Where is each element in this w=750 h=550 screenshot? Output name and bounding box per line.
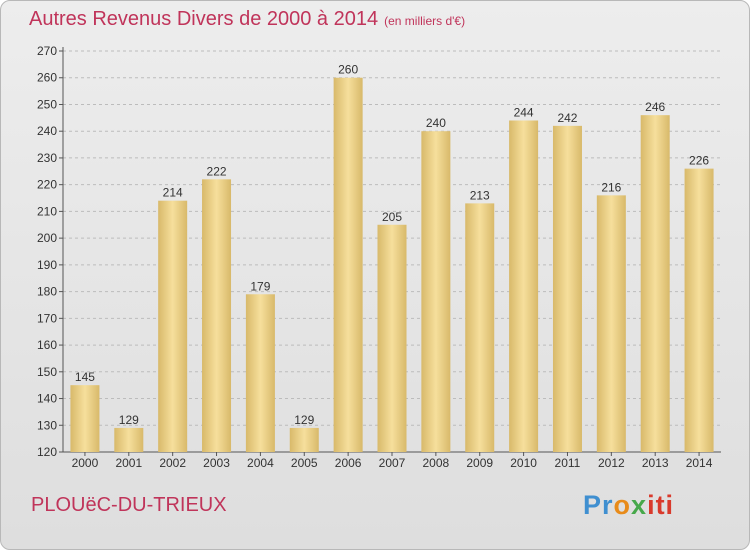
data-label-2011: 242 [557,111,577,125]
bar-2012 [596,195,626,453]
data-label-2007: 205 [382,210,402,224]
y-tick-label: 230 [37,151,57,165]
y-tick-labels: 120 130 140 150 160 170 180 190 200 210 220 230 240 2… [37,44,57,459]
x-tick-label-2002: 2002 [159,456,186,470]
chart-title: Autres Revenus Divers de 2000 à 2014 (en … [29,8,465,31]
data-label-2008: 240 [426,116,446,130]
bar-2006 [333,77,363,452]
bars [70,77,714,453]
bar-2013 [640,115,670,452]
chart-title-unit: (en milliers d'€) [384,14,466,28]
x-tick-label-2014: 2014 [686,456,713,470]
y-tick-label: 240 [37,124,57,138]
bar-2010 [509,120,539,453]
logo-part-2: o [613,490,632,520]
data-label-2000: 145 [75,370,95,384]
bar-2011 [552,125,582,452]
data-label-2014: 226 [689,154,709,168]
y-tick-label: 260 [37,71,57,85]
x-tick-label-2004: 2004 [247,456,274,470]
data-label-2001: 129 [119,413,139,427]
bar-2007 [377,224,407,452]
data-label-2013: 246 [645,100,665,114]
data-label-2010: 244 [514,106,534,120]
y-tick-label: 160 [37,338,57,352]
x-tick-labels: 2000 2001 2002 2003 2004 2005 2006 2007 2008 2009… [72,452,713,470]
bar-2001 [114,427,144,452]
y-tick-label: 190 [37,258,57,272]
y-tick-label: 270 [37,44,57,58]
y-tick-label: 120 [37,445,57,459]
y-tick-label: 210 [37,204,57,218]
x-tick-label-2005: 2005 [291,456,318,470]
x-tick-label-2011: 2011 [555,456,581,470]
data-label-2003: 222 [207,164,227,178]
y-tick-label: 170 [37,311,57,325]
y-tick-label: 250 [37,97,57,111]
x-tick-label-2008: 2008 [423,456,450,470]
x-tick-label-2003: 2003 [203,456,230,470]
x-tick-label-2009: 2009 [466,456,493,470]
bar-2003 [202,179,232,452]
bar-2004 [245,294,275,452]
proxiti-logo[interactable]: Proxiti [583,490,674,521]
bar-2002 [158,200,188,452]
y-tick-label: 150 [37,365,57,379]
x-tick-label-2001: 2001 [115,456,142,470]
x-tick-label-2010: 2010 [510,456,537,470]
bar-2005 [289,427,319,452]
bar-2009 [465,203,495,452]
x-tick-label-2006: 2006 [335,456,362,470]
data-label-2002: 214 [163,186,183,200]
location-name: PLOUëC-DU-TRIEUX [31,494,227,516]
data-label-2005: 129 [294,413,314,427]
y-tick-label: 180 [37,285,57,299]
logo-part-4: iti [647,490,675,520]
bar-2000 [70,385,100,452]
bar-2014 [684,168,714,453]
x-tick-label-2000: 2000 [72,456,99,470]
data-label-2006: 260 [338,63,358,77]
logo-part-1: Pr [583,490,614,520]
data-labels: 145 129 214 222 179 129 260 205 240 213 244 242 216 2… [75,63,709,427]
logo-part-3: x [631,490,648,520]
data-label-2012: 216 [601,180,621,194]
y-tick-label: 200 [37,231,57,245]
y-tick-label: 130 [37,418,57,432]
data-label-2004: 179 [250,279,270,293]
y-tick-label: 220 [37,178,57,192]
x-tick-label-2012: 2012 [598,456,625,470]
bar-2008 [421,131,451,452]
x-tick-label-2007: 2007 [379,456,406,470]
chart-title-text: Autres Revenus Divers de 2000 à 2014 [29,8,379,30]
data-label-2009: 213 [470,188,490,202]
y-tick-label: 140 [37,392,57,406]
x-tick-label-2013: 2013 [642,456,669,470]
